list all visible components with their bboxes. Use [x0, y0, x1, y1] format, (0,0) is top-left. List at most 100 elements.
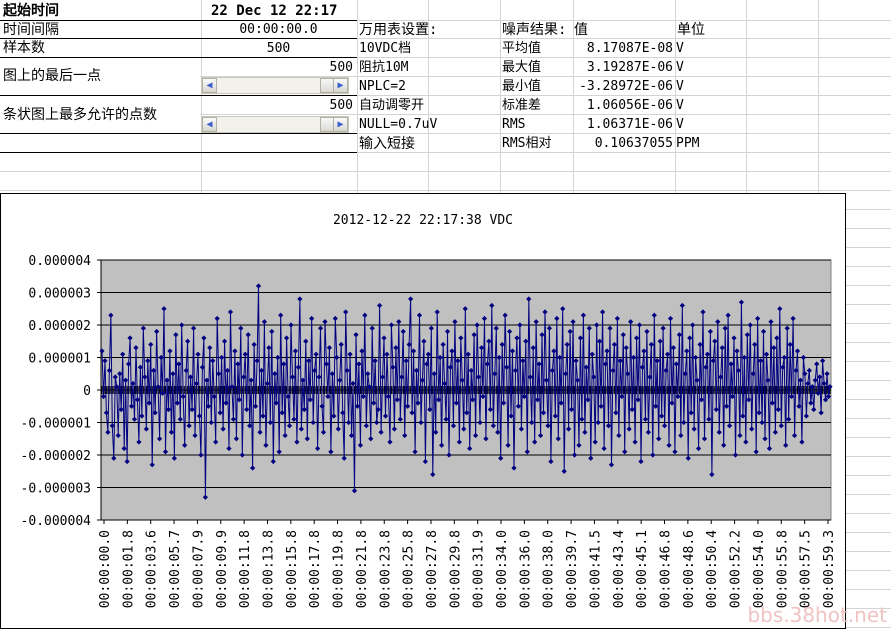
data-point[interactable] [660, 325, 666, 331]
data-point[interactable] [171, 455, 177, 461]
data-point[interactable] [307, 397, 313, 403]
data-point[interactable] [744, 332, 750, 338]
data-point[interactable] [254, 358, 260, 364]
data-point[interactable] [177, 416, 183, 422]
result-value[interactable]: 1.06371E-06 [586, 117, 673, 132]
samples-value[interactable]: 500 [266, 41, 291, 56]
data-point[interactable] [824, 371, 830, 377]
data-point[interactable] [430, 471, 436, 478]
data-point[interactable] [251, 341, 257, 348]
data-point[interactable] [678, 432, 684, 439]
data-point[interactable] [226, 445, 232, 452]
data-point[interactable] [625, 371, 631, 377]
data-point[interactable] [410, 348, 417, 354]
data-point[interactable] [285, 393, 291, 400]
data-point[interactable] [199, 364, 206, 370]
data-point[interactable] [693, 354, 699, 361]
data-point[interactable] [467, 445, 473, 452]
data-point[interactable] [447, 364, 454, 370]
data-point[interactable] [133, 345, 139, 351]
interval-value[interactable]: 00:00:00.0 [239, 22, 318, 37]
data-point[interactable] [223, 400, 229, 406]
data-point[interactable] [341, 455, 347, 461]
data-point[interactable] [102, 358, 108, 364]
data-point[interactable] [436, 397, 442, 403]
data-point[interactable] [176, 361, 182, 367]
data-point[interactable] [294, 439, 300, 445]
scroll-left-icon[interactable]: ◀ [202, 117, 217, 132]
data-point[interactable] [490, 423, 496, 429]
data-point[interactable] [371, 400, 377, 406]
data-point[interactable] [162, 449, 169, 455]
data-point[interactable] [694, 377, 700, 383]
data-point[interactable] [148, 341, 154, 348]
data-point[interactable] [706, 416, 712, 422]
data-point[interactable] [173, 332, 179, 338]
data-point[interactable] [422, 458, 428, 465]
data-point[interactable] [198, 452, 204, 458]
data-point[interactable] [636, 322, 643, 328]
data-point[interactable] [379, 374, 386, 380]
data-point[interactable] [443, 416, 449, 422]
data-point[interactable] [413, 367, 420, 374]
data-point[interactable] [718, 374, 724, 380]
data-point[interactable] [729, 393, 736, 400]
data-point[interactable] [619, 393, 625, 400]
data-point[interactable] [737, 432, 743, 439]
data-point[interactable] [749, 426, 755, 432]
data-point[interactable] [128, 403, 135, 409]
chart-container[interactable]: 2012-12-22 22:17:38 VDC 0.000004 0.000003 0… [0, 193, 846, 629]
scroll-right-icon[interactable]: ▶ [333, 78, 348, 93]
data-point[interactable] [384, 351, 390, 357]
data-point[interactable] [808, 400, 814, 406]
data-point[interactable] [814, 361, 820, 367]
data-point[interactable] [639, 364, 646, 370]
data-point[interactable] [802, 371, 808, 377]
data-point[interactable] [704, 351, 711, 357]
data-point[interactable] [585, 397, 591, 403]
data-point[interactable] [363, 423, 369, 429]
data-point[interactable] [542, 309, 548, 315]
data-point[interactable] [313, 351, 319, 357]
data-point[interactable] [353, 332, 359, 338]
data-point[interactable] [481, 315, 488, 322]
scroll-left-icon[interactable]: ◀ [202, 78, 217, 93]
data-point[interactable] [774, 335, 780, 341]
data-point[interactable] [698, 397, 705, 403]
data-point[interactable] [483, 436, 489, 442]
data-point[interactable] [136, 439, 142, 445]
data-point[interactable] [827, 384, 833, 390]
data-point[interactable] [123, 377, 129, 383]
data-point[interactable] [579, 416, 585, 422]
data-point[interactable] [554, 315, 560, 322]
data-point[interactable] [247, 423, 253, 429]
data-point[interactable] [566, 426, 572, 432]
data-point[interactable] [118, 406, 124, 413]
data-point[interactable] [210, 358, 216, 364]
data-point[interactable] [623, 345, 629, 351]
data-point[interactable] [663, 367, 669, 374]
data-point[interactable] [586, 325, 592, 331]
data-point[interactable] [359, 348, 365, 354]
data-point[interactable] [595, 419, 601, 426]
data-point[interactable] [316, 374, 322, 380]
data-point[interactable] [654, 358, 660, 364]
data-point[interactable] [340, 410, 346, 416]
data-point[interactable] [154, 328, 160, 335]
scrollbar-thumb[interactable] [320, 78, 334, 93]
data-point[interactable] [368, 436, 374, 442]
data-point[interactable] [666, 442, 672, 448]
data-point[interactable] [146, 400, 152, 406]
data-point[interactable] [620, 332, 626, 338]
data-point[interactable] [817, 374, 823, 380]
data-point[interactable] [592, 439, 598, 445]
data-point[interactable] [656, 436, 662, 442]
data-point[interactable] [594, 322, 600, 328]
data-point[interactable] [642, 416, 649, 422]
data-point[interactable] [540, 410, 547, 416]
data-point[interactable] [616, 432, 622, 439]
data-point[interactable] [211, 393, 217, 400]
data-point[interactable] [235, 361, 241, 367]
data-point[interactable] [743, 439, 749, 445]
data-point[interactable] [130, 380, 136, 387]
